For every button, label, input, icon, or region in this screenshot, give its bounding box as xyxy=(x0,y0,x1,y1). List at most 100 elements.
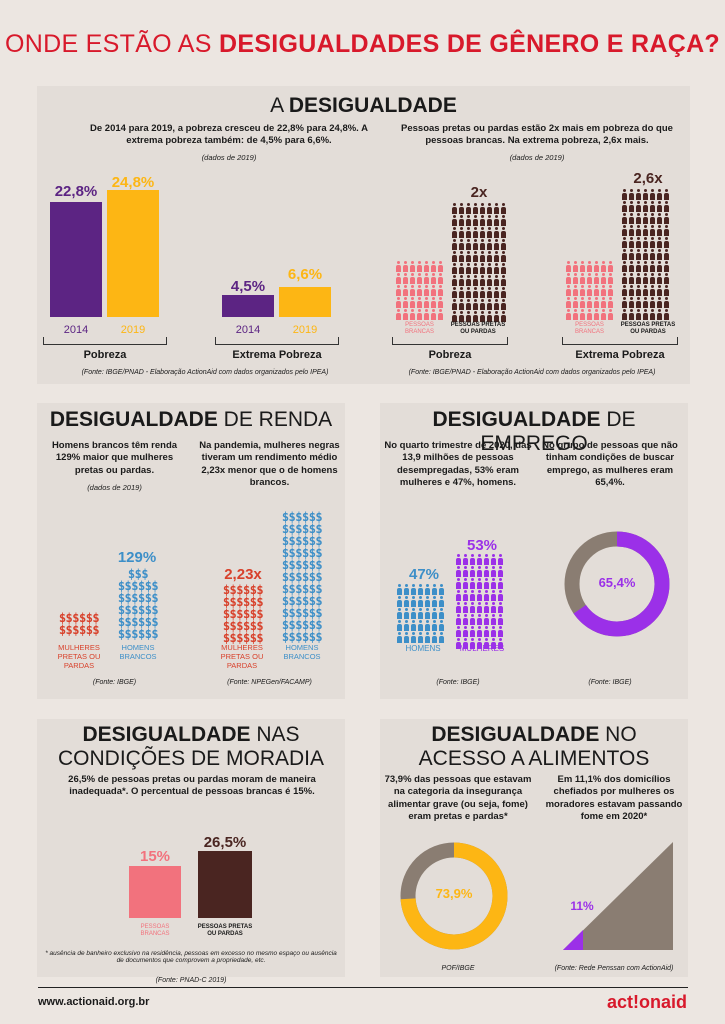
person-icon xyxy=(438,297,443,308)
person-icon xyxy=(650,273,655,284)
person-icon xyxy=(491,602,496,613)
person-icon xyxy=(452,239,457,250)
person-icon xyxy=(657,237,662,248)
person-icon xyxy=(473,239,478,250)
person-icon xyxy=(629,249,634,260)
person-icon xyxy=(432,620,437,631)
person-icon xyxy=(487,251,492,262)
person-icon xyxy=(650,237,655,248)
section-title: DESIGUALDADE NO ACESSO A ALIMENTOS xyxy=(418,723,650,770)
person-icon xyxy=(466,311,471,322)
person-icon xyxy=(473,275,478,286)
person-icon xyxy=(480,287,485,298)
person-icon xyxy=(439,584,444,595)
person-icon xyxy=(636,201,641,212)
person-icon xyxy=(636,225,641,236)
person-icon xyxy=(494,287,499,298)
person-icon xyxy=(452,287,457,298)
person-icon xyxy=(463,602,468,613)
donut-chart-alimentos xyxy=(400,842,508,950)
person-icon xyxy=(594,285,599,296)
person-icon xyxy=(622,273,627,284)
person-icon xyxy=(594,273,599,284)
bar-label: 24,8% xyxy=(111,174,155,191)
person-icon xyxy=(466,203,471,214)
person-icon xyxy=(438,285,443,296)
person-icon xyxy=(580,273,585,284)
person-icon xyxy=(494,203,499,214)
person-icon xyxy=(601,273,606,284)
source-note: (Fonte: IBGE/PNAD - Elaboração ActionAid… xyxy=(408,369,656,376)
person-icon xyxy=(643,273,648,284)
label-homens: HOMENS BRANCOS xyxy=(119,643,157,661)
person-icon xyxy=(587,285,592,296)
footer-url[interactable]: www.actionaid.org.br xyxy=(38,996,150,1008)
food-text-left: 73,9% das pessoas que estavam na categor… xyxy=(384,774,532,823)
person-icon xyxy=(438,309,443,320)
person-icon xyxy=(643,309,648,320)
person-icon xyxy=(491,554,496,565)
person-icon xyxy=(418,596,423,607)
person-icon xyxy=(404,596,409,607)
person-icon xyxy=(456,614,461,625)
person-icon xyxy=(501,299,506,310)
poverty-text: De 2014 para 2019, a pobreza cresceu de … xyxy=(90,123,368,147)
person-icon xyxy=(397,596,402,607)
person-icon xyxy=(657,297,662,308)
person-icon xyxy=(487,263,492,274)
person-icon xyxy=(431,297,436,308)
person-icon xyxy=(664,285,669,296)
section-title: DESIGUALDADE DE RENDA xyxy=(49,408,333,431)
person-icon xyxy=(470,554,475,565)
label-mulheres: MULHERES PRETAS OU PARDAS xyxy=(220,643,264,670)
person-icon xyxy=(418,584,423,595)
person-icon xyxy=(425,584,430,595)
person-icon xyxy=(501,275,506,286)
label-brancas: PESSOAS BRANCAS xyxy=(574,322,604,336)
person-icon xyxy=(397,584,402,595)
person-icon xyxy=(484,626,489,637)
person-icon xyxy=(629,225,634,236)
person-icon xyxy=(411,596,416,607)
person-icon xyxy=(622,309,627,320)
person-icon xyxy=(477,566,482,577)
person-icon xyxy=(484,566,489,577)
person-icon xyxy=(498,566,503,577)
person-icon xyxy=(417,285,422,296)
bar-extreme-2014 xyxy=(222,295,274,317)
person-icon xyxy=(587,297,592,308)
person-icon xyxy=(573,297,578,308)
person-icon xyxy=(439,632,444,643)
person-icon xyxy=(498,578,503,589)
person-icon xyxy=(484,638,489,649)
person-icon xyxy=(466,215,471,226)
person-icon xyxy=(396,261,401,272)
multiplier-label: 2x xyxy=(470,184,488,201)
person-icon xyxy=(594,309,599,320)
person-icon xyxy=(484,602,489,613)
bracket xyxy=(215,337,339,345)
person-icon xyxy=(629,285,634,296)
person-icon xyxy=(470,638,475,649)
person-icon xyxy=(587,273,592,284)
person-icon xyxy=(470,614,475,625)
person-icon xyxy=(643,261,648,272)
person-icon xyxy=(459,263,464,274)
person-icon xyxy=(664,249,669,260)
person-icon xyxy=(425,632,430,643)
person-icon xyxy=(566,309,571,320)
person-icon xyxy=(487,203,492,214)
person-icon xyxy=(650,225,655,236)
person-icon xyxy=(431,285,436,296)
label-brancas: PESSOAS BRANCAS xyxy=(140,924,170,938)
person-icon xyxy=(432,584,437,595)
person-icon xyxy=(636,249,641,260)
person-icon xyxy=(501,239,506,250)
person-icon xyxy=(629,237,634,248)
person-icon xyxy=(494,215,499,226)
triangle-total xyxy=(563,842,673,950)
person-icon xyxy=(473,251,478,262)
person-icon xyxy=(425,596,430,607)
group-label: Extrema Pobreza xyxy=(575,349,665,361)
people-grid-mulheres xyxy=(456,554,503,649)
